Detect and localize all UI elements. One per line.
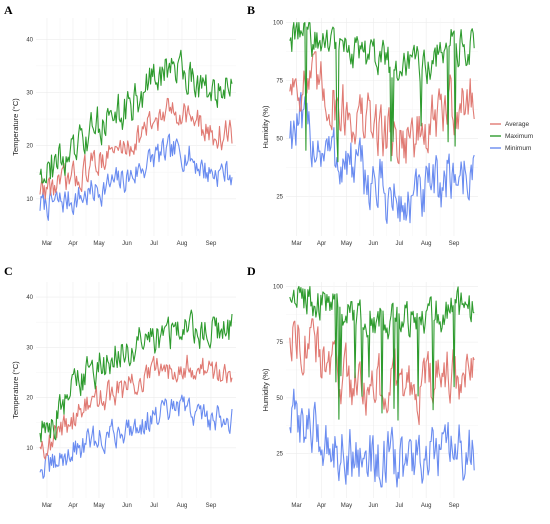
- panel-C: C 10 20 30 40 Mar Apr May Jun Jul Aug Sep Temperatur…: [4, 264, 236, 509]
- y-tick-label: 75: [276, 79, 283, 85]
- x-tick-label: May: [341, 503, 352, 509]
- series-line-maximum: [39, 49, 233, 184]
- x-tick-label: Aug: [177, 241, 188, 247]
- x-tick-label: Jun: [369, 241, 379, 247]
- y-axis-title: Humidity (%): [261, 368, 270, 411]
- legend: Average Maximum Minimum: [490, 121, 533, 152]
- y-tick-label: 20: [26, 396, 33, 402]
- y-tick-label: 25: [276, 451, 283, 457]
- x-tick-label: Sep: [206, 503, 217, 509]
- y-tick-label: 100: [273, 284, 284, 290]
- y-tick-label: 40: [26, 37, 33, 43]
- x-tick-label: Jul: [150, 503, 158, 509]
- y-axis-title: Temperature (°C): [11, 361, 20, 419]
- y-axis-title: Temperature (°C): [11, 98, 20, 156]
- y-tick-label: 75: [276, 340, 283, 346]
- x-tick-label: Apr: [68, 241, 77, 247]
- y-axis-title: Humidity (%): [261, 105, 270, 148]
- series-line-minimum: [289, 92, 475, 224]
- y-tick-label: 30: [26, 90, 33, 96]
- panel-letter: A: [4, 3, 13, 17]
- x-tick-label: Jul: [395, 503, 403, 509]
- x-tick-label: Jun: [122, 503, 132, 509]
- legend-label-average: Average: [505, 121, 529, 128]
- series-line-minimum: [289, 388, 475, 488]
- series-line-maximum: [289, 285, 475, 421]
- x-tick-label: Aug: [421, 503, 432, 509]
- panel-A: A 10 20 30 40 Mar Apr May Jun Jul Aug Sep Temperatur…: [4, 3, 236, 247]
- legend-label-maximum: Maximum: [505, 133, 533, 140]
- x-tick-label: Sep: [206, 241, 217, 247]
- x-tick-label: May: [93, 241, 104, 247]
- y-tick-label: 50: [276, 137, 283, 143]
- x-tick-label: Mar: [291, 241, 301, 247]
- x-tick-label: Jul: [150, 241, 158, 247]
- legend-label-minimum: Minimum: [505, 145, 531, 152]
- x-tick-label: Mar: [42, 241, 52, 247]
- x-tick-label: Aug: [177, 503, 188, 509]
- series-line-maximum: [289, 22, 475, 163]
- series-line-minimum: [39, 394, 233, 479]
- x-tick-label: Apr: [317, 241, 326, 247]
- x-tick-label: Apr: [68, 503, 77, 509]
- y-tick-label: 10: [26, 446, 33, 452]
- y-tick-label: 100: [273, 21, 284, 27]
- x-tick-label: Apr: [317, 503, 326, 509]
- series-line-minimum: [39, 133, 233, 221]
- x-tick-label: May: [93, 503, 104, 509]
- x-tick-label: Jun: [369, 503, 379, 509]
- series-line-average: [39, 354, 233, 460]
- y-tick-label: 10: [26, 197, 33, 203]
- x-tick-label: Jun: [122, 241, 132, 247]
- y-tick-label: 25: [276, 195, 283, 201]
- panel-letter: C: [4, 264, 13, 278]
- series-line-average: [39, 97, 233, 200]
- series-line-average: [289, 51, 475, 165]
- panel-letter: B: [247, 3, 255, 17]
- y-tick-label: 50: [276, 396, 283, 402]
- x-tick-label: Jul: [395, 241, 403, 247]
- y-tick-label: 20: [26, 144, 33, 150]
- x-tick-label: Sep: [449, 241, 460, 247]
- x-tick-label: Mar: [291, 503, 301, 509]
- y-tick-label: 40: [26, 295, 33, 301]
- series-line-maximum: [39, 309, 233, 443]
- panel-letter: D: [247, 264, 256, 278]
- x-tick-label: Mar: [42, 503, 52, 509]
- x-tick-label: May: [341, 241, 352, 247]
- panel-D: D 25 50 75 100 Mar Apr May Jun Jul Aug Sep Humidity …: [247, 264, 478, 509]
- panel-B: B 25 50 75 100 Mar Apr May Jun Jul Aug Sep Humidity …: [247, 3, 478, 247]
- x-tick-label: Sep: [449, 503, 460, 509]
- x-tick-label: Aug: [421, 241, 432, 247]
- y-tick-label: 30: [26, 345, 33, 351]
